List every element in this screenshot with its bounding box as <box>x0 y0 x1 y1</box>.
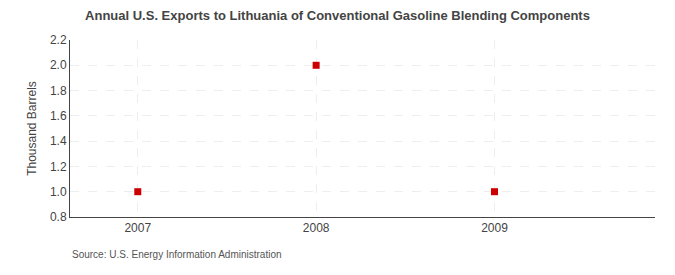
svg-text:Source: U.S. Energy Informatio: Source: U.S. Energy Information Administ… <box>72 249 282 260</box>
svg-text:2.0: 2.0 <box>50 58 67 72</box>
svg-text:Annual U.S. Exports to Lithuan: Annual U.S. Exports to Lithuania of Conv… <box>85 8 590 23</box>
svg-text:1.4: 1.4 <box>50 134 67 148</box>
svg-text:2008: 2008 <box>303 221 330 235</box>
svg-text:2.2: 2.2 <box>50 33 67 47</box>
svg-text:1.0: 1.0 <box>50 185 67 199</box>
svg-text:1.6: 1.6 <box>50 109 67 123</box>
svg-text:2007: 2007 <box>124 221 151 235</box>
svg-text:1.2: 1.2 <box>50 160 67 174</box>
svg-text:Thousand Barrels: Thousand Barrels <box>25 81 39 176</box>
svg-text:1.8: 1.8 <box>50 84 67 98</box>
svg-text:0.8: 0.8 <box>50 210 67 224</box>
svg-text:2009: 2009 <box>481 221 508 235</box>
